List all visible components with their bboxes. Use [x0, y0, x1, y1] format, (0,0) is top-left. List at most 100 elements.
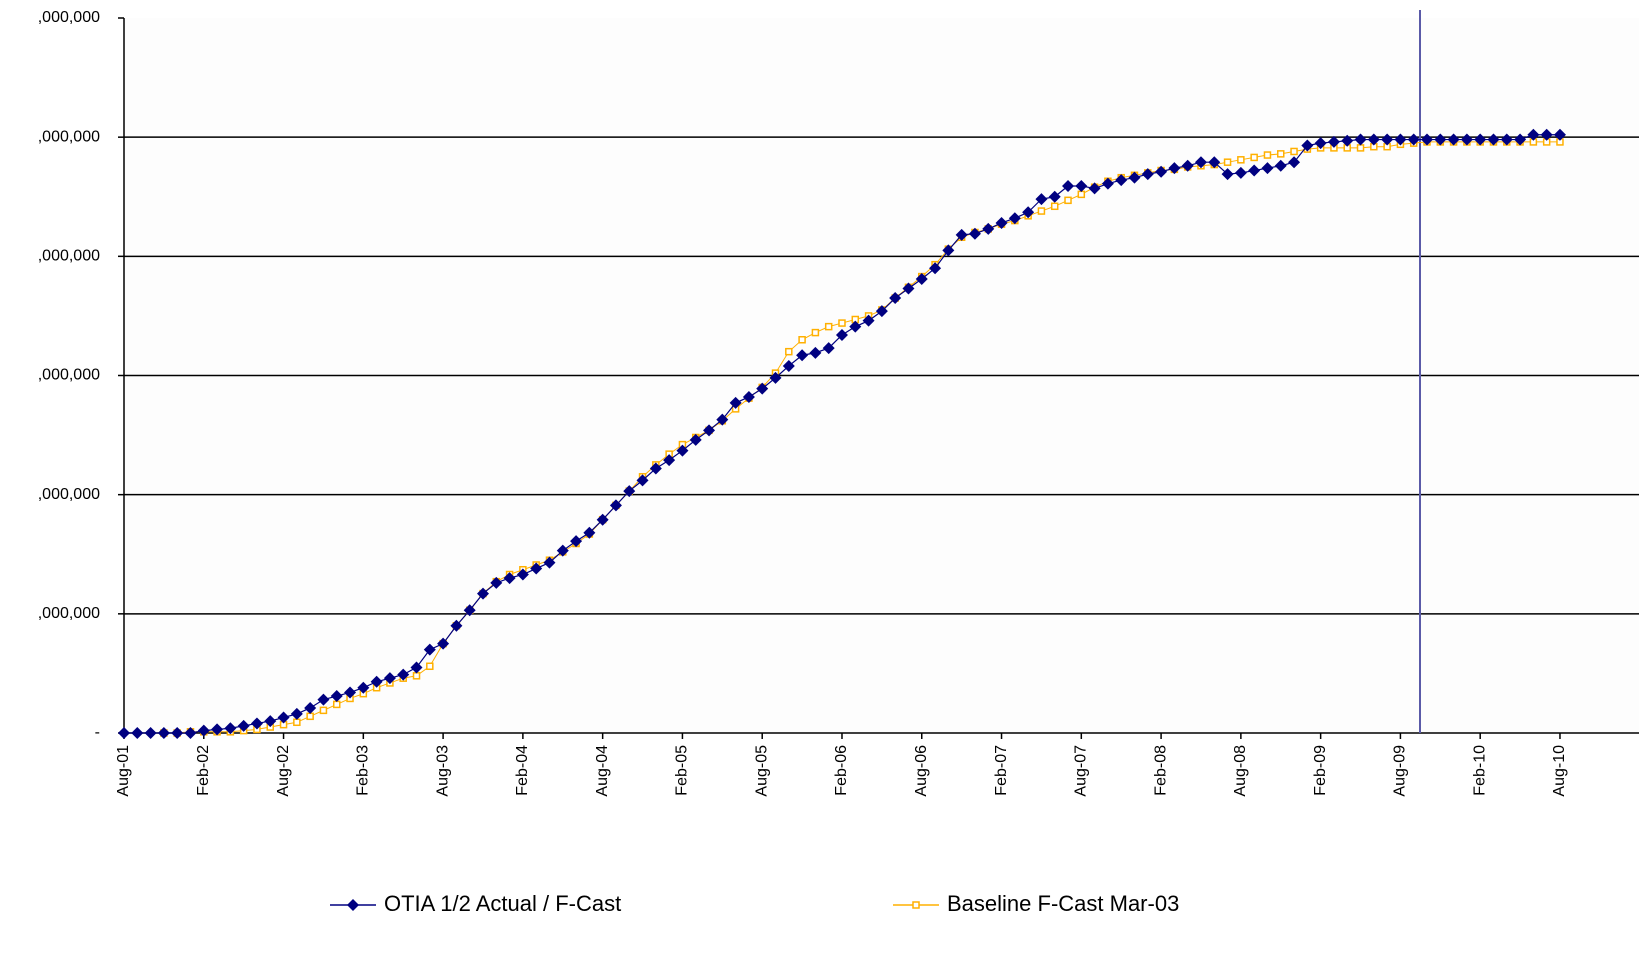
data-point	[729, 396, 742, 409]
data-point	[915, 272, 928, 285]
x-tick-label: Aug-09	[1392, 745, 1409, 797]
data-point	[1234, 166, 1247, 179]
data-point	[1037, 207, 1046, 215]
data-point	[397, 668, 410, 681]
data-point	[889, 292, 902, 305]
x-tick-label: Aug-10	[1551, 745, 1568, 797]
data-point	[357, 681, 370, 694]
data-point	[1367, 133, 1380, 146]
data-point	[703, 424, 716, 437]
data-point	[1088, 182, 1101, 195]
data-point	[838, 319, 846, 327]
data-point	[1050, 202, 1059, 211]
x-tick-label: Feb-10	[1471, 745, 1488, 796]
data-point	[824, 322, 833, 331]
data-point	[1181, 159, 1194, 172]
x-tick-label: Feb-07	[993, 745, 1010, 796]
data-point	[1301, 139, 1314, 152]
data-point	[716, 413, 729, 426]
data-point	[370, 675, 383, 688]
data-point	[1407, 133, 1420, 146]
x-tick-label: Aug-08	[1232, 745, 1249, 797]
data-point	[437, 637, 450, 650]
data-point	[144, 727, 157, 739]
data-point	[556, 544, 569, 557]
data-point	[676, 444, 689, 457]
y-tick-label: ,000,000	[38, 9, 100, 26]
data-point	[1341, 134, 1354, 147]
data-point	[663, 454, 676, 467]
data-point	[1527, 128, 1540, 141]
data-point	[968, 227, 981, 240]
data-point	[543, 556, 556, 569]
data-point	[344, 686, 357, 699]
data-point	[250, 717, 263, 730]
legend-marker	[347, 899, 359, 911]
data-point	[942, 244, 955, 257]
data-point	[1115, 174, 1128, 187]
data-point	[609, 499, 622, 512]
data-point	[490, 576, 503, 589]
data-point	[1487, 133, 1500, 146]
x-tick-label: Feb-04	[514, 745, 531, 796]
legend-marker	[912, 901, 920, 909]
data-point	[636, 474, 649, 487]
data-point	[623, 485, 636, 498]
data-point	[1434, 133, 1447, 146]
data-point	[1194, 156, 1207, 169]
data-point	[1208, 156, 1221, 169]
data-point	[822, 342, 835, 355]
data-point	[317, 693, 330, 706]
data-point	[782, 359, 795, 372]
data-point	[1221, 168, 1234, 181]
data-point	[463, 604, 476, 617]
x-tick-label: Aug-06	[913, 745, 930, 797]
data-point	[1500, 133, 1513, 146]
data-point	[290, 707, 303, 720]
data-point	[1421, 133, 1434, 146]
data-point	[184, 727, 197, 739]
data-point	[332, 700, 341, 709]
data-point	[1168, 162, 1181, 175]
data-point	[171, 727, 184, 739]
x-tick-label: Aug-07	[1073, 745, 1090, 797]
data-point	[596, 513, 609, 526]
x-tick-label: Feb-08	[1152, 745, 1169, 796]
legend-label: Baseline F-Cast Mar-03	[947, 891, 1179, 916]
data-point	[929, 262, 942, 275]
data-point	[1514, 133, 1527, 146]
data-point	[862, 314, 875, 327]
data-point	[224, 722, 237, 735]
data-point	[570, 535, 583, 548]
data-point	[1101, 177, 1114, 190]
data-point	[1155, 165, 1168, 178]
data-point	[849, 320, 862, 333]
x-tick-label: Feb-05	[674, 745, 691, 796]
y-tick-label: ,000,000	[38, 128, 100, 145]
data-point	[875, 305, 888, 318]
data-point	[1141, 168, 1154, 181]
data-point	[1022, 206, 1035, 219]
x-tick-label: Aug-03	[434, 745, 451, 797]
data-point	[1460, 133, 1473, 146]
data-point	[410, 661, 423, 674]
data-point	[1277, 150, 1285, 158]
data-point	[131, 727, 144, 739]
data-point	[1381, 133, 1394, 146]
data-point	[1128, 171, 1141, 184]
x-tick-label: Aug-02	[275, 745, 292, 797]
data-point	[902, 282, 915, 295]
data-point	[835, 328, 848, 341]
data-point	[1540, 128, 1553, 141]
data-point	[530, 562, 543, 575]
y-tick-label: ,000,000	[38, 486, 100, 503]
data-point	[1356, 144, 1365, 152]
legend-label: OTIA 1/2 Actual / F-Cast	[384, 891, 621, 916]
data-point	[423, 643, 436, 656]
data-point	[785, 347, 793, 356]
x-tick-label: Aug-01	[115, 745, 132, 797]
x-tick-label: Feb-09	[1312, 745, 1329, 796]
data-point	[1354, 133, 1367, 146]
